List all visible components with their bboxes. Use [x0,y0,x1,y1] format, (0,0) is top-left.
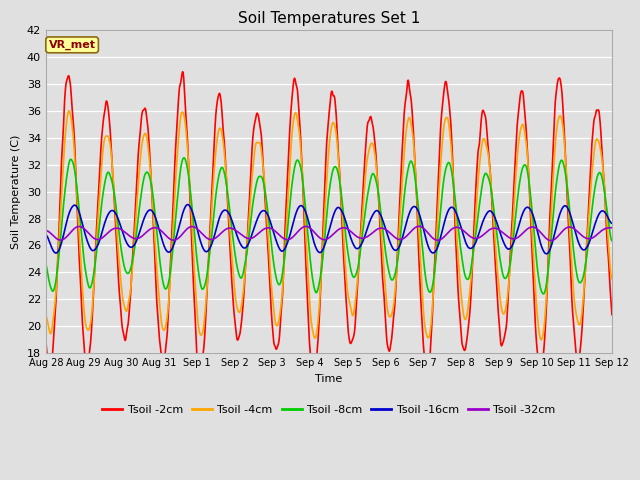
Tsoil -8cm [540,291,547,297]
Tsoil -16cm [232,228,239,234]
Tsoil -4cm [65,108,73,114]
Line: Tsoil -32cm: Tsoil -32cm [46,226,612,240]
Tsoil -2cm [424,373,431,379]
Text: VR_met: VR_met [49,40,95,50]
Legend: Tsoil -2cm, Tsoil -4cm, Tsoil -8cm, Tsoil -16cm, Tsoil -32cm: Tsoil -2cm, Tsoil -4cm, Tsoil -8cm, Tsoi… [98,401,560,420]
Tsoil -2cm [541,323,549,329]
Tsoil -8cm [168,258,175,264]
Tsoil -4cm [154,285,162,291]
Tsoil -2cm [608,312,616,318]
Tsoil -32cm [42,228,50,233]
Tsoil -2cm [492,264,499,269]
Tsoil -32cm [231,227,239,233]
Tsoil -16cm [541,250,549,256]
Tsoil -8cm [42,262,50,268]
Tsoil -16cm [417,217,425,223]
Tsoil -16cm [608,220,616,226]
Tsoil -32cm [541,235,549,240]
Tsoil -4cm [538,337,545,343]
Tsoil -16cm [543,251,550,257]
Tsoil -32cm [415,223,422,229]
Tsoil -2cm [154,315,162,321]
Line: Tsoil -2cm: Tsoil -2cm [46,72,612,376]
Tsoil -32cm [154,226,162,231]
Line: Tsoil -8cm: Tsoil -8cm [46,158,612,294]
Tsoil -16cm [492,215,499,221]
Title: Soil Temperatures Set 1: Soil Temperatures Set 1 [237,11,420,26]
Tsoil -2cm [179,69,186,74]
Tsoil -8cm [417,232,425,238]
Line: Tsoil -16cm: Tsoil -16cm [46,204,612,254]
Tsoil -2cm [42,339,50,345]
Tsoil -8cm [232,254,239,260]
Tsoil -32cm [417,224,425,229]
Y-axis label: Soil Temperature (C): Soil Temperature (C) [11,134,21,249]
Tsoil -4cm [608,276,616,282]
Tsoil -4cm [168,241,176,247]
Tsoil -16cm [42,232,50,238]
Tsoil -16cm [154,222,162,228]
Tsoil -32cm [492,225,499,231]
Tsoil -8cm [492,217,499,223]
Line: Tsoil -4cm: Tsoil -4cm [46,111,612,340]
Tsoil -16cm [168,247,175,252]
Tsoil -4cm [417,270,425,276]
Tsoil -4cm [541,308,549,313]
Tsoil -2cm [168,236,175,241]
Tsoil -8cm [608,238,616,244]
Tsoil -2cm [417,303,425,309]
Tsoil -4cm [42,313,50,319]
Tsoil -8cm [541,287,549,292]
Tsoil -4cm [232,295,239,300]
Tsoil -32cm [547,238,555,243]
X-axis label: Time: Time [316,373,342,384]
Tsoil -8cm [180,155,188,161]
Tsoil -16cm [184,202,191,207]
Tsoil -2cm [232,323,239,328]
Tsoil -32cm [168,237,175,243]
Tsoil -8cm [154,240,162,245]
Tsoil -4cm [492,239,499,244]
Tsoil -32cm [608,225,616,230]
